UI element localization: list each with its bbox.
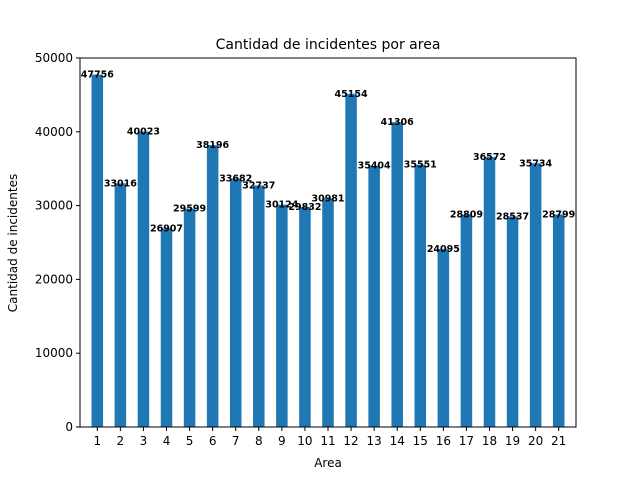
bar-area-21	[552, 214, 565, 427]
x-tick-label: 21	[551, 434, 566, 448]
y-axis: 0 10000 20000 30000 40000 50000	[35, 51, 80, 434]
plot-frame	[79, 57, 577, 428]
data-label-area-2: 33016	[104, 178, 137, 189]
data-label-area-10: 29832	[288, 202, 321, 213]
x-axis: 1 2 3 4 5 6 7 8 9 10 11 12 13 14 15 16 17 18 19 20 21	[93, 427, 566, 448]
data-label-area-9: 30124	[265, 200, 298, 211]
x-tick-label: 17	[459, 434, 474, 448]
data-labels-group: 47756 33016 40023 26907 29599 38196 3368232737…	[81, 70, 575, 256]
bar-area-17	[460, 214, 473, 427]
x-tick-label: 14	[390, 434, 405, 448]
x-tick-label: 13	[366, 434, 381, 448]
chart-title: Cantidad de incidentes por area	[216, 37, 441, 53]
data-label-area-18: 36572	[473, 152, 506, 163]
y-tick-label: 40000	[35, 125, 73, 139]
bar-area-16	[437, 249, 450, 427]
y-tick-label: 0	[65, 420, 73, 434]
data-label-area-21: 28799	[542, 209, 575, 220]
x-tick-label: 12	[343, 434, 358, 448]
bar-area-15	[414, 164, 427, 428]
y-axis-label: Cantidad de incidentes	[6, 174, 20, 312]
bar-area-18	[483, 157, 496, 427]
data-label-area-5: 29599	[173, 204, 206, 215]
x-axis-label: Area	[314, 456, 342, 470]
x-tick-label: 3	[140, 434, 148, 448]
bar-area-5	[183, 208, 196, 427]
y-tick-label: 30000	[35, 199, 73, 213]
bar-area-11	[322, 198, 334, 427]
x-tick-label: 9	[278, 434, 286, 448]
data-label-area-13: 35404	[358, 161, 391, 172]
bar-area-13	[368, 165, 380, 427]
y-tick-label: 10000	[35, 346, 73, 360]
x-tick-label: 18	[482, 434, 497, 448]
x-tick-label: 1	[93, 434, 101, 448]
x-tick-label: 11	[320, 434, 335, 448]
bar-area-12	[345, 93, 357, 427]
x-tick-label: 15	[413, 434, 428, 448]
bar-area-2	[114, 183, 127, 427]
bar-area-6	[206, 145, 219, 427]
data-label-area-15: 35551	[404, 160, 437, 171]
bar-area-8	[253, 185, 265, 427]
data-label-area-11: 30981	[311, 193, 344, 204]
x-tick-label: 7	[232, 434, 240, 448]
x-tick-label: 6	[209, 434, 217, 448]
data-label-area-17: 28809	[450, 209, 483, 220]
x-tick-label: 19	[505, 434, 520, 448]
bar-area-1	[91, 74, 104, 427]
data-label-area-16: 24095	[427, 244, 460, 255]
x-tick-label: 20	[528, 434, 543, 448]
data-label-area-6: 38196	[196, 140, 229, 151]
data-label-area-20: 35734	[519, 158, 552, 169]
bar-area-14	[391, 122, 403, 428]
x-tick-label: 2	[117, 434, 125, 448]
bars-group	[91, 74, 565, 428]
bar-area-10	[299, 206, 311, 427]
x-tick-label: 10	[297, 434, 312, 448]
bar-area-20	[529, 163, 542, 427]
data-label-area-14: 41306	[381, 117, 414, 128]
y-tick-label: 50000	[35, 51, 73, 65]
data-label-area-4: 26907	[150, 223, 183, 234]
y-tick-label: 20000	[35, 272, 73, 286]
bar-area-3	[137, 131, 150, 428]
x-tick-label: 4	[163, 434, 171, 448]
data-label-area-3: 40023	[127, 127, 160, 138]
data-label-area-8: 32737	[242, 180, 275, 191]
x-tick-label: 8	[255, 434, 263, 448]
data-label-area-1: 47756	[81, 70, 114, 81]
bar-area-19	[506, 216, 519, 427]
data-label-area-7: 33682	[219, 173, 252, 184]
data-label-area-12: 45154	[335, 89, 368, 100]
bar-area-4	[160, 228, 173, 427]
bar-area-7	[229, 178, 242, 427]
data-label-area-19: 28537	[496, 211, 529, 222]
x-tick-label: 5	[186, 434, 194, 448]
bar-area-9	[276, 204, 288, 427]
x-tick-label: 16	[436, 434, 451, 448]
